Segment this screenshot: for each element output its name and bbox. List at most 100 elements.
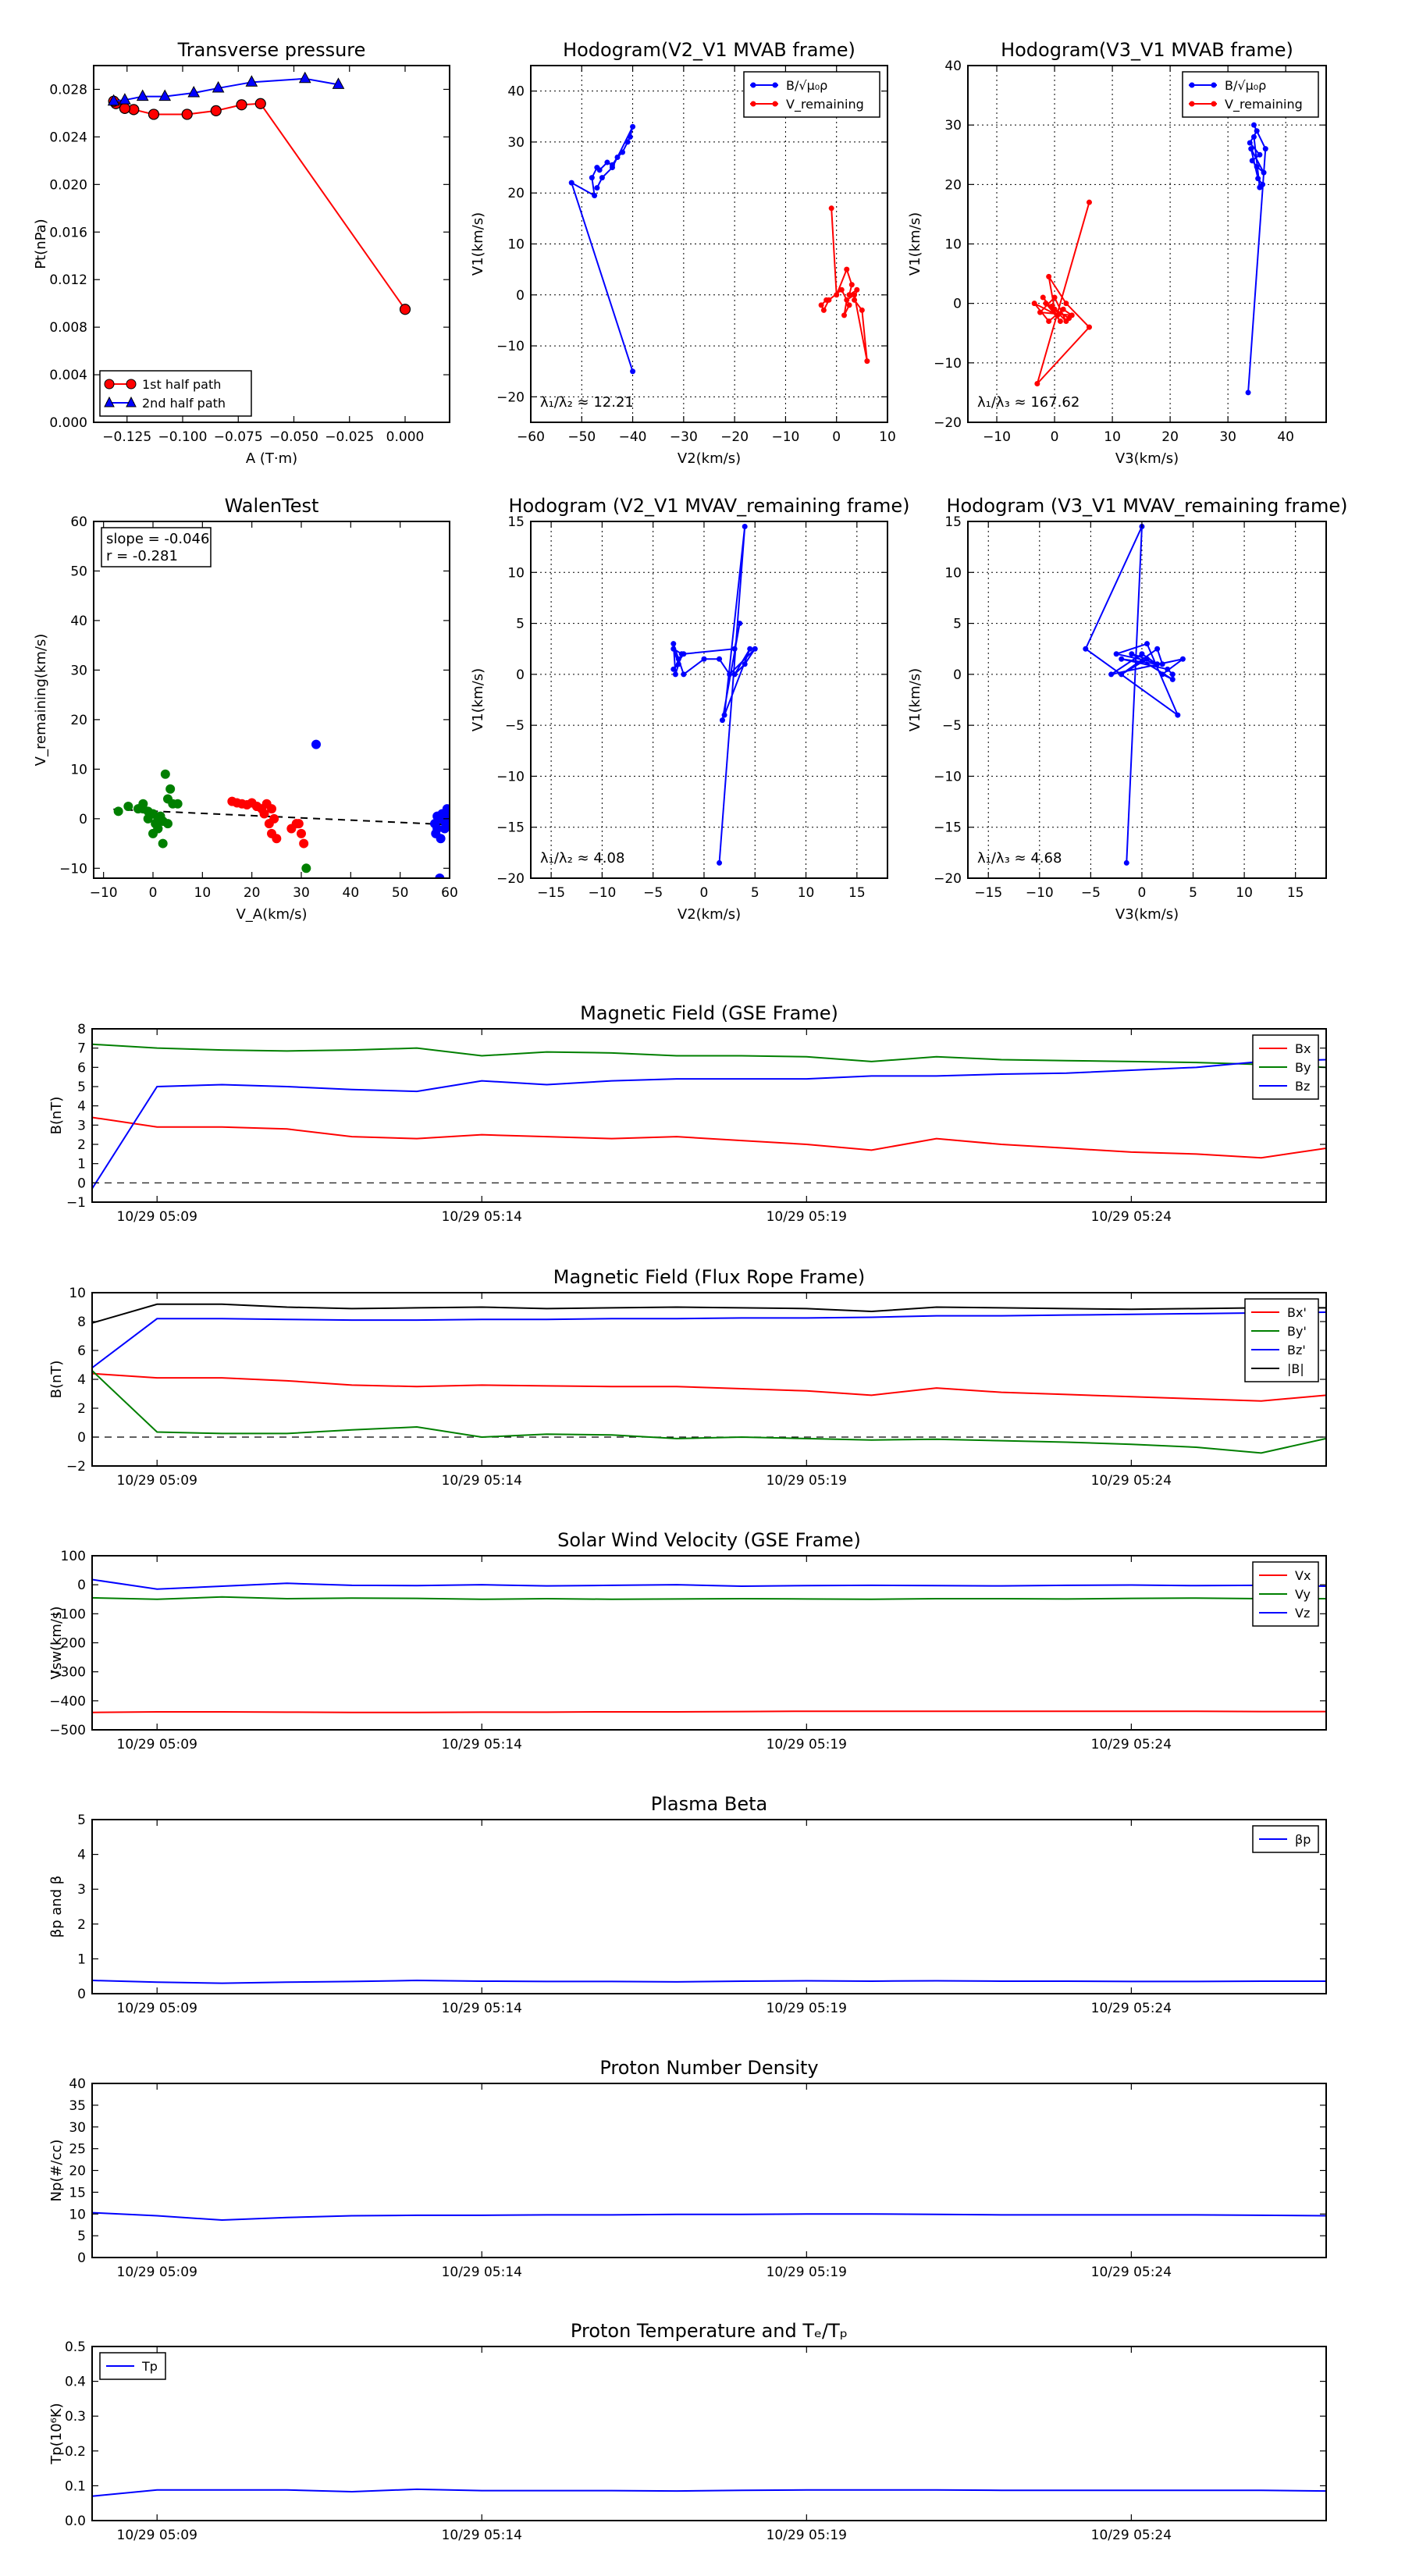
y-tick-label: 0.028	[49, 82, 87, 98]
y-tick-label: 0.016	[49, 225, 87, 240]
legend-entry-label: By'	[1287, 1324, 1307, 1339]
data-point	[592, 192, 598, 198]
data-point	[1175, 712, 1181, 718]
series-line	[92, 1059, 1326, 1190]
y-axis-label: B(nT)	[48, 1361, 65, 1399]
plot-frame	[93, 65, 450, 423]
y-tick-label: 7	[77, 1041, 86, 1057]
legend-entry-label: Bx'	[1287, 1305, 1307, 1320]
y-tick-label: −2	[66, 1459, 86, 1475]
x-tick-label: −20	[720, 429, 749, 445]
data-point	[589, 175, 595, 181]
series-0	[670, 524, 758, 866]
data-point	[119, 93, 131, 105]
data-point	[298, 71, 311, 84]
x-tick-label: 40	[1277, 429, 1294, 445]
data-point	[1144, 641, 1150, 647]
x-tick-label: 5	[751, 885, 759, 901]
data-point	[272, 834, 282, 844]
x-tick-label: 10/29 05:24	[1091, 1737, 1172, 1752]
data-point	[187, 85, 201, 98]
data-point	[123, 801, 133, 811]
y-tick-label: −20	[496, 871, 525, 887]
chart-bflux: −2 0 2 4 6 8 10 10/29 05:09 10/29 05:14 10/29 05:…	[48, 1266, 1327, 1489]
legend-frame	[1182, 71, 1319, 118]
y-tick-label: 35	[69, 2098, 86, 2114]
chart-title: Plasma Beta	[651, 1793, 767, 1815]
y-tick-label: 0.0	[65, 2514, 86, 2529]
series-1st half path	[108, 95, 411, 315]
data-point	[181, 109, 193, 120]
data-point	[568, 180, 574, 186]
y-axis-label: V1(km/s)	[470, 212, 486, 276]
stats-line: slope = -0.046	[106, 531, 209, 547]
y-tick-label: 8	[77, 1022, 86, 1037]
legend-entry-label: 1st half path	[142, 377, 221, 392]
chart-bgse: −1 0 1 2 3 4 5 6 7 8 10/29 05:09 10/29 05:14 10/29 0…	[48, 1002, 1327, 1225]
y-axis-label: V1(km/s)	[907, 212, 923, 276]
data-point	[727, 671, 733, 678]
y-tick-label: 10	[507, 565, 525, 581]
data-point	[163, 819, 173, 829]
stats-box	[101, 527, 212, 568]
x-tick-label: −10	[588, 885, 616, 901]
chart-title: Magnetic Field (Flux Rope Frame)	[553, 1266, 865, 1288]
y-axis-label: V1(km/s)	[470, 668, 486, 731]
data-point	[670, 641, 677, 647]
legend-marker	[1211, 101, 1217, 107]
y-tick-label: −10	[496, 339, 525, 354]
x-tick-label: −40	[619, 429, 647, 445]
data-point	[818, 302, 824, 308]
legend-marker	[750, 82, 756, 88]
y-tick-label: −15	[496, 820, 525, 836]
series-Bx'	[92, 1372, 1326, 1402]
legend: Bx' By' Bz' |B|	[1244, 1298, 1319, 1382]
data-point	[854, 286, 860, 293]
data-point	[721, 712, 727, 718]
data-point	[1057, 318, 1063, 325]
data-point	[848, 282, 855, 288]
plot-frame	[967, 521, 1327, 879]
y-tick-label: 8	[77, 1315, 86, 1330]
data-point	[1113, 651, 1119, 657]
chart-vsw: −500 −400 −300 −200 −100 0 100 10/29 05:09 10/29…	[48, 1529, 1327, 1752]
y-tick-label: 30	[70, 663, 87, 678]
y-tick-label: 20	[69, 2164, 86, 2179]
data-point	[717, 859, 723, 866]
y-tick-label: 0.3	[65, 2409, 86, 2425]
y-axis-label: Np(#/cc)	[48, 2140, 65, 2202]
series-Bz'	[92, 1311, 1326, 1368]
data-point	[1123, 859, 1129, 866]
data-point	[436, 834, 446, 844]
series-βp	[92, 1980, 1326, 1984]
x-tick-label: −0.025	[325, 429, 374, 445]
x-tick-label: 10	[1236, 885, 1253, 901]
plot-frame	[91, 2083, 1327, 2258]
data-point	[212, 80, 225, 93]
data-point	[627, 133, 633, 140]
x-tick-label: 40	[343, 885, 360, 901]
y-tick-label: 0	[77, 1578, 86, 1593]
data-point	[1108, 671, 1115, 678]
data-point	[841, 312, 848, 318]
data-point	[670, 646, 677, 652]
y-tick-label: 30	[69, 2120, 86, 2136]
x-tick-label: 10	[1104, 429, 1121, 445]
data-point	[148, 109, 160, 120]
y-tick-label: 5	[516, 617, 525, 632]
plot-frame	[93, 521, 450, 879]
chart-title: Transverse pressure	[177, 39, 366, 61]
legend: B/√μ₀ρ V_remaining	[1182, 71, 1319, 118]
series-B/√μ₀ρ	[568, 123, 636, 375]
chart-hodo2: −20 −10 0 10 20 30 40 −10 0 10 20 30 40 Hodogram(V3_V…	[907, 39, 1327, 467]
data-point	[432, 811, 443, 821]
x-tick-label: −15	[537, 885, 565, 901]
y-tick-label: 20	[507, 186, 525, 201]
legend: Bx By Bz	[1252, 1034, 1319, 1100]
x-tick-label: 0	[1138, 885, 1147, 901]
y-tick-label: 20	[944, 177, 962, 193]
y-tick-label: 6	[77, 1060, 86, 1076]
data-point	[1043, 301, 1049, 307]
plot-frame	[91, 1028, 1327, 1203]
y-tick-label: 1	[77, 1952, 86, 1967]
